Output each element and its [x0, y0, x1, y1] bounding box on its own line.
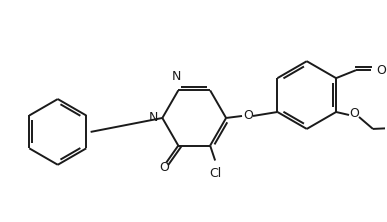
Text: N: N: [149, 111, 158, 125]
Text: O: O: [349, 107, 359, 121]
Text: O: O: [243, 109, 253, 123]
Text: Cl: Cl: [209, 167, 221, 180]
Text: O: O: [159, 161, 169, 174]
Text: O: O: [376, 64, 386, 77]
Text: N: N: [171, 70, 181, 83]
